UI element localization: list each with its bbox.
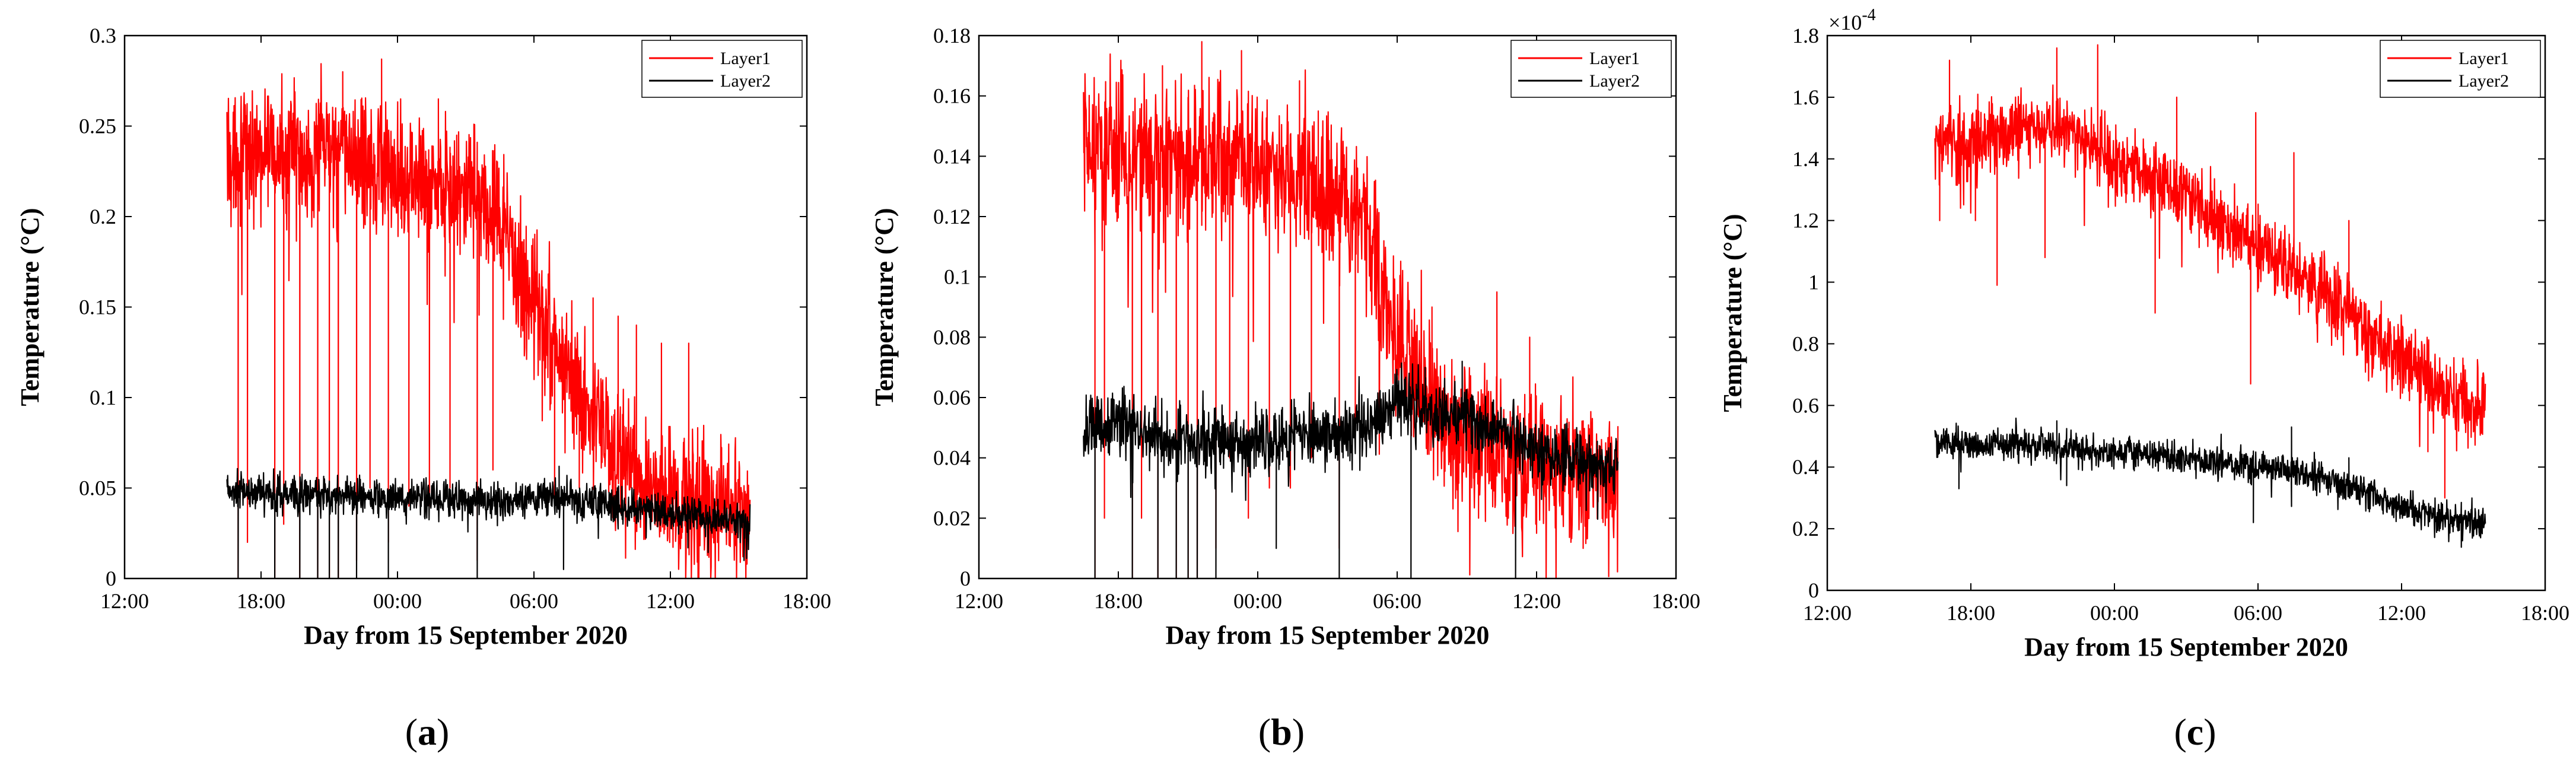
y-tick-label: 0.16 bbox=[933, 84, 971, 108]
y-tick-label: 0.4 bbox=[1792, 455, 1819, 479]
panel-paren-open: ( bbox=[1258, 711, 1271, 753]
x-tick-label: 06:00 bbox=[2234, 601, 2282, 625]
y-tick-label: 0.2 bbox=[1792, 517, 1819, 541]
legend-box bbox=[641, 40, 803, 98]
legend-label-layer2: Layer2 bbox=[1589, 71, 1640, 91]
x-tick-label: 00:00 bbox=[1233, 589, 1282, 613]
y-tick-label: 0.8 bbox=[1792, 332, 1819, 355]
panel-paren-close: ) bbox=[1292, 711, 1305, 753]
legend-label-layer2: Layer2 bbox=[2459, 71, 2509, 91]
y-tick-label: 0.02 bbox=[933, 506, 971, 530]
x-tick-label: 18:00 bbox=[237, 589, 285, 613]
y-axis-label: Temperature (°C) bbox=[15, 208, 44, 406]
series-line-layer1 bbox=[226, 58, 751, 578]
x-tick-label: 18:00 bbox=[1947, 601, 1995, 625]
panel-b: 0 0.02 0.04 0.06 0.08 0.1 0.12 0.14 0.16 0.18 12:0… bbox=[870, 24, 1700, 753]
panel-letter: c bbox=[2187, 711, 2203, 753]
y-tick-label: 0.1 bbox=[944, 265, 971, 289]
plot-frame bbox=[978, 34, 1677, 580]
x-tick-label: 00:00 bbox=[2090, 601, 2139, 625]
panel-letter: b bbox=[1271, 711, 1292, 753]
y-tick-label: 0.25 bbox=[79, 115, 116, 138]
legend-label-layer1: Layer1 bbox=[720, 49, 771, 68]
series-line-layer2 bbox=[1934, 417, 2486, 548]
exponent-base: ×10 bbox=[1828, 11, 1862, 34]
exponent-power: -4 bbox=[1862, 6, 1875, 24]
x-tick-label: 18:00 bbox=[1094, 589, 1143, 613]
y-tick-label: 0 bbox=[1808, 578, 1819, 602]
x-tick-label: 12:00 bbox=[1803, 601, 1852, 625]
x-tick-label: 18:00 bbox=[1652, 589, 1700, 613]
y-tick-label: 0.05 bbox=[79, 476, 116, 500]
x-tick-label: 18:00 bbox=[783, 589, 831, 613]
plot-area bbox=[1827, 36, 2545, 590]
plot-frame bbox=[1826, 34, 2546, 592]
y-tick-label: 1.6 bbox=[1792, 85, 1819, 109]
series-line-layer2 bbox=[1083, 360, 1619, 578]
x-tick-label: 12:00 bbox=[2377, 601, 2426, 625]
panel-a: 0 0.05 0.1 0.15 0.2 0.25 0.3 12:00 18:00 00:00 06:… bbox=[15, 24, 831, 753]
panel-paren-open: ( bbox=[2174, 711, 2186, 753]
y-tick-label: 0 bbox=[960, 567, 971, 590]
legend-box bbox=[2380, 40, 2541, 98]
panel-c: 0 0.2 0.4 0.6 0.8 1 1.2 1.4 1.6 1.8 12:00 18:00 00:0… bbox=[1718, 6, 2569, 753]
x-axis-label: Day from 15 September 2020 bbox=[2024, 632, 2348, 662]
y-tick-label: 1.8 bbox=[1792, 24, 1819, 47]
panel-letter: a bbox=[418, 711, 437, 753]
y-tick-label: 1.2 bbox=[1792, 209, 1819, 233]
x-axis-label: Day from 15 September 2020 bbox=[1166, 621, 1490, 650]
y-exponent-label: ×10-4 bbox=[1828, 6, 1876, 34]
series-line-layer1 bbox=[1934, 44, 2486, 499]
panel-label: (b) bbox=[1258, 711, 1305, 753]
x-tick-label: 12:00 bbox=[646, 589, 695, 613]
legend-box bbox=[1510, 40, 1672, 98]
panel-paren-close: ) bbox=[2203, 711, 2216, 753]
y-tick-label: 0.15 bbox=[79, 295, 116, 319]
y-axis-label: Temperature (°C) bbox=[1718, 214, 1747, 412]
y-tick-label: 0.04 bbox=[933, 446, 971, 470]
y-tick-label: 0.12 bbox=[933, 205, 971, 228]
y-tick-label: 0.08 bbox=[933, 325, 971, 349]
x-tick-label: 18:00 bbox=[2521, 601, 2569, 625]
panel-paren-close: ) bbox=[437, 711, 449, 753]
x-tick-label: 06:00 bbox=[1373, 589, 1421, 613]
x-tick-label: 12:00 bbox=[100, 589, 149, 613]
y-tick-label: 0.3 bbox=[90, 24, 116, 47]
panel-label: (a) bbox=[405, 711, 450, 753]
x-axis-label: Day from 15 September 2020 bbox=[304, 621, 628, 650]
y-tick-label: 0.06 bbox=[933, 386, 971, 409]
y-tick-label: 0.18 bbox=[933, 24, 971, 47]
x-tick-label: 12:00 bbox=[1512, 589, 1561, 613]
panel-paren-open: ( bbox=[405, 711, 418, 753]
x-tick-label: 12:00 bbox=[955, 589, 1003, 613]
y-axis-label: Temperature (°C) bbox=[870, 208, 899, 406]
panel-label: (c) bbox=[2174, 711, 2216, 753]
legend-label-layer1: Layer1 bbox=[2459, 49, 2509, 68]
y-tick-label: 0.1 bbox=[90, 386, 116, 409]
legend: Layer1 Layer2 bbox=[641, 40, 803, 98]
legend: Layer1 Layer2 bbox=[2380, 40, 2541, 98]
y-tick-label: 0.6 bbox=[1792, 393, 1819, 417]
legend: Layer1 Layer2 bbox=[1510, 40, 1672, 98]
x-tick-label: 00:00 bbox=[373, 589, 422, 613]
x-tick-label: 06:00 bbox=[510, 589, 558, 613]
legend-label-layer1: Layer1 bbox=[1589, 49, 1640, 68]
y-tick-label: 0 bbox=[106, 567, 116, 590]
y-tick-label: 1 bbox=[1808, 271, 1819, 294]
legend-label-layer2: Layer2 bbox=[720, 71, 771, 91]
y-tick-label: 1.4 bbox=[1792, 147, 1819, 171]
series-line-layer2 bbox=[226, 465, 751, 578]
y-tick-label: 0.14 bbox=[933, 144, 971, 168]
y-tick-label: 0.2 bbox=[90, 205, 116, 228]
